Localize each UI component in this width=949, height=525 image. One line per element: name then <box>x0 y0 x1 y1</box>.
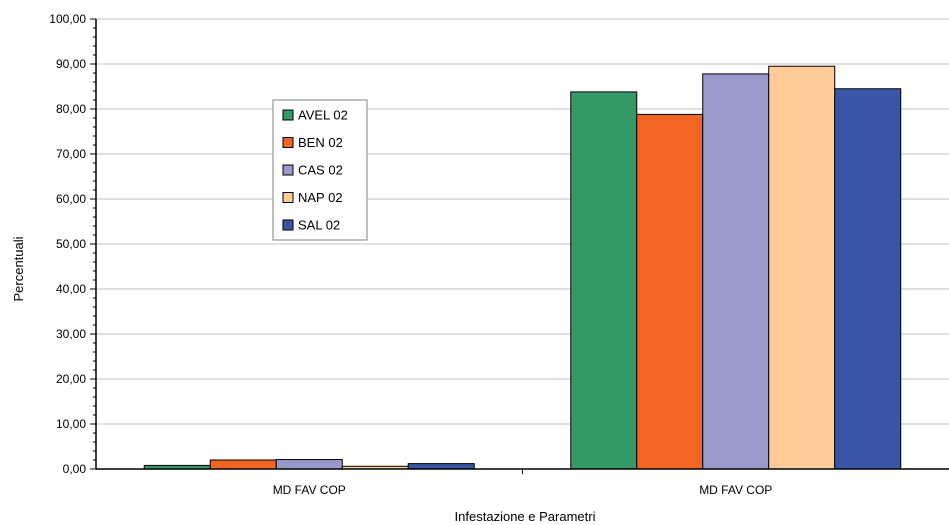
bar-ben-02 <box>636 113 704 470</box>
bar-nap-02 <box>768 65 836 470</box>
y-tick-label: 80,00 <box>56 102 86 116</box>
legend-swatch <box>282 164 294 176</box>
x-tick-label: MD FAV COP <box>273 483 346 497</box>
legend-swatch <box>282 192 294 203</box>
bar-avel-02 <box>570 91 638 470</box>
bars <box>143 65 902 470</box>
axes <box>90 18 949 474</box>
y-tick-label: 90,00 <box>56 57 86 71</box>
gridlines <box>96 18 949 425</box>
legend-swatch <box>282 109 294 121</box>
y-tick-labels: 0,00 10,00 20,00 30,00 40,00 50,00 60,00 70,00 8… <box>49 12 86 476</box>
x-axis-title: Infestazione e Parametri <box>455 509 596 524</box>
x-tick-labels: MD FAV COP MD FAV COP <box>273 483 773 497</box>
bar-sal-02 <box>834 88 902 470</box>
legend-label: SAL 02 <box>298 218 340 233</box>
y-tick-label: 0,00 <box>63 462 87 476</box>
y-tick-label: 20,00 <box>56 372 86 386</box>
bar-cas-02 <box>702 73 770 470</box>
y-axis-title: Percentuali <box>11 236 26 301</box>
legend-label: AVEL 02 <box>298 108 348 123</box>
legend-label: NAP 02 <box>298 190 343 205</box>
legend-label: BEN 02 <box>298 135 343 150</box>
y-tick-label: 40,00 <box>56 282 86 296</box>
bar-sal-02 <box>407 463 475 470</box>
bar-ben-02 <box>209 459 277 470</box>
y-tick-label: 60,00 <box>56 192 86 206</box>
legend-swatch <box>282 219 294 231</box>
y-tick-label: 30,00 <box>56 327 86 341</box>
bar-cas-02 <box>275 459 343 470</box>
legend: AVEL 02 BEN 02 CAS 02 NAP 02 SAL 02 <box>272 99 368 241</box>
y-tick-label: 50,00 <box>56 237 86 251</box>
y-tick-label: 100,00 <box>49 12 86 26</box>
legend-swatch <box>282 137 294 148</box>
y-tick-label: 70,00 <box>56 147 86 161</box>
x-tick-label: MD FAV COP <box>699 483 772 497</box>
y-tick-label: 10,00 <box>56 417 86 431</box>
legend-label: CAS 02 <box>298 163 343 178</box>
